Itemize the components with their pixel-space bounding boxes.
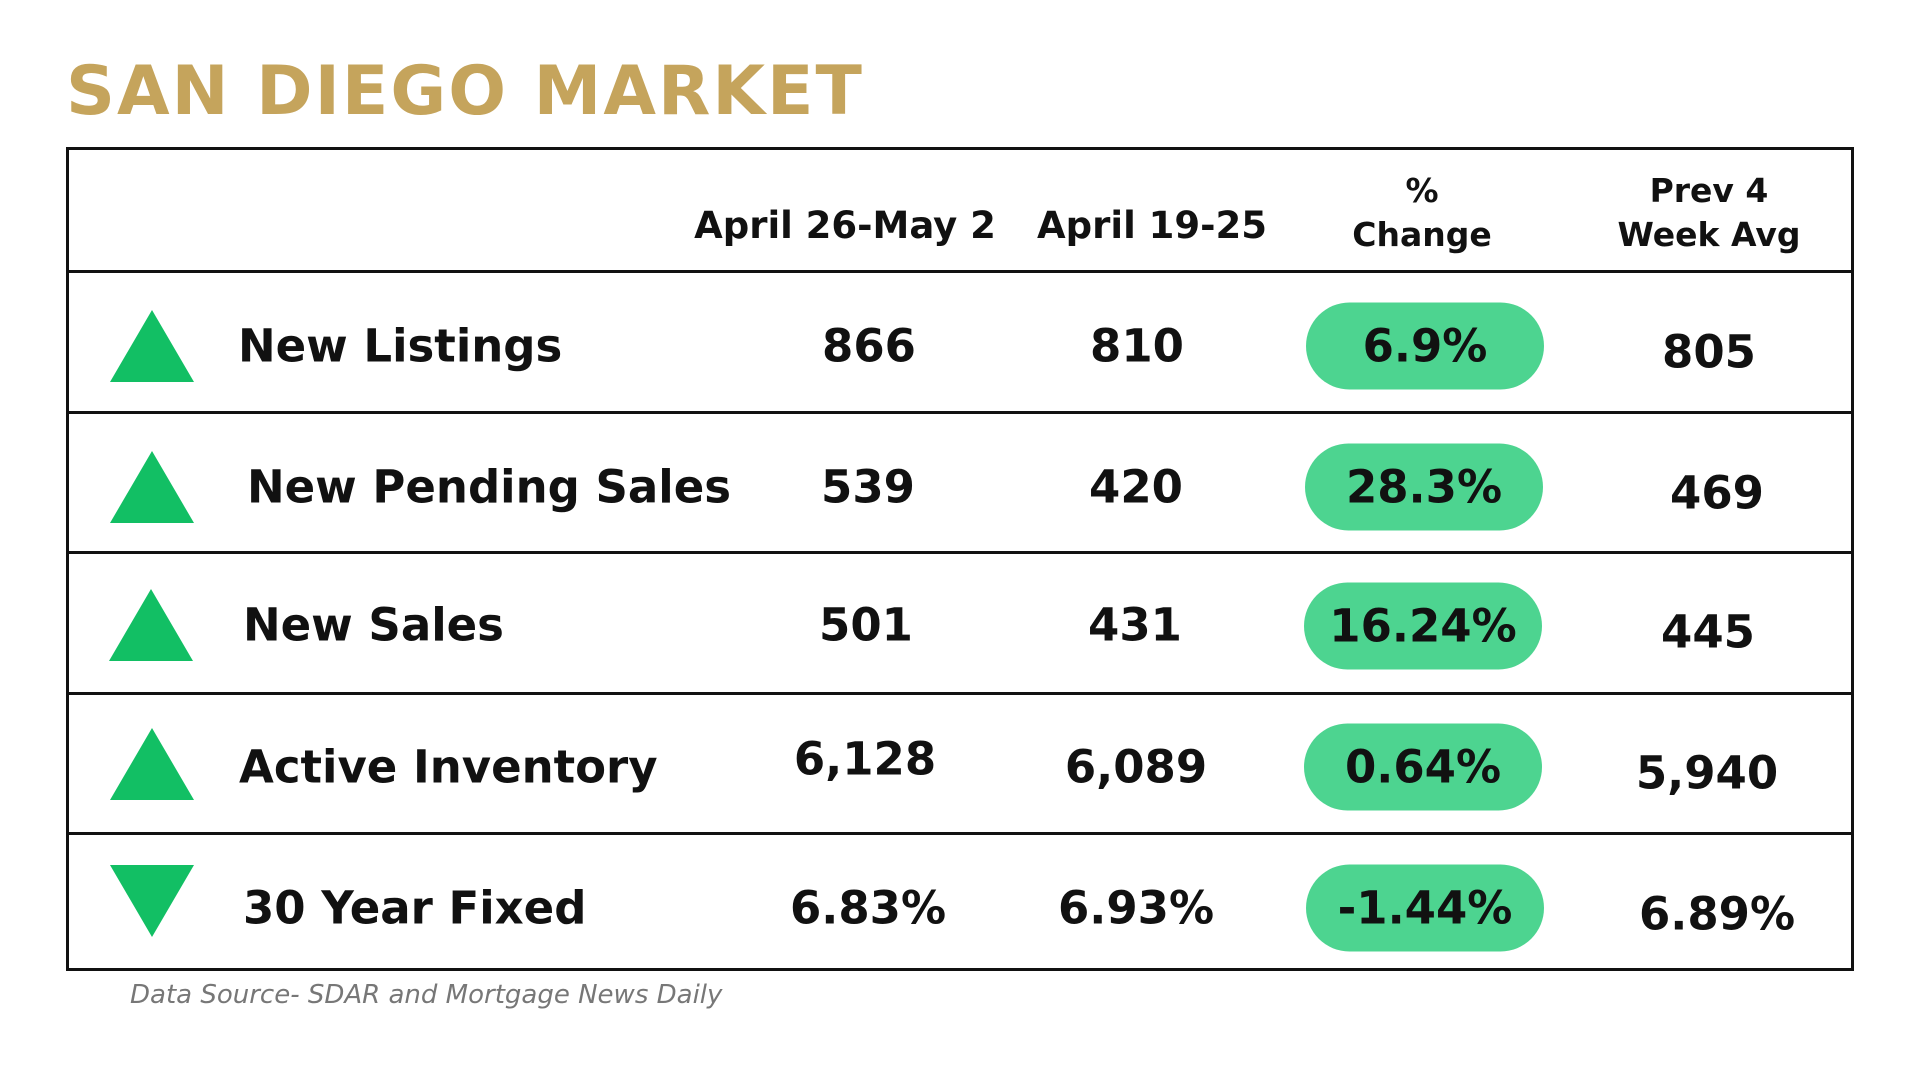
row-current: 6,128 (793, 732, 937, 786)
change-badge: 28.3% (1305, 443, 1543, 531)
row-current: 6.83% (789, 881, 947, 935)
header-change-label: Change (1352, 215, 1492, 254)
trend-up-icon (110, 728, 194, 800)
change-badge: 6.9% (1306, 302, 1544, 390)
row-avg: 445 (1661, 605, 1755, 659)
row-divider (69, 270, 1851, 273)
row-divider (69, 692, 1851, 695)
row-previous: 6,089 (1064, 740, 1208, 794)
header-percent-change: % Change (1352, 169, 1491, 257)
row-avg: 469 (1670, 466, 1764, 520)
row-avg: 5,940 (1635, 746, 1779, 800)
trend-up-icon (110, 310, 194, 382)
row-label: New Listings (238, 319, 563, 373)
row-label: New Sales (243, 598, 504, 652)
trend-down-icon (110, 865, 194, 937)
header-percent-symbol: % (1405, 171, 1439, 210)
row-divider (69, 551, 1851, 554)
row-previous: 431 (1088, 598, 1182, 652)
row-previous: 810 (1090, 319, 1184, 373)
header-prev-four-week-avg: Prev 4 Week Avg (1618, 169, 1801, 257)
change-badge: -1.44% (1306, 864, 1544, 952)
row-label: New Pending Sales (247, 460, 732, 514)
row-avg: 6.89% (1638, 887, 1796, 941)
header-avg-line2: Week Avg (1617, 215, 1801, 254)
row-divider (69, 411, 1851, 414)
change-badge: 16.24% (1304, 582, 1542, 670)
header-avg-line1: Prev 4 (1649, 171, 1769, 210)
row-current: 501 (819, 598, 913, 652)
row-avg: 805 (1662, 325, 1756, 379)
header-previous-week: April 19-25 (1037, 204, 1267, 247)
page-title: SAN DIEGO MARKET (66, 52, 864, 131)
change-badge: 0.64% (1304, 723, 1542, 811)
header-current-week: April 26-May 2 (694, 204, 996, 247)
row-label: Active Inventory (239, 740, 658, 794)
data-source-note: Data Source- SDAR and Mortgage News Dail… (130, 980, 723, 1010)
market-table: April 26-May 2 April 19-25 % Change Prev… (66, 147, 1854, 971)
row-current: 866 (822, 319, 916, 373)
row-previous: 420 (1089, 460, 1183, 514)
row-label: 30 Year Fixed (243, 881, 587, 935)
row-current: 539 (821, 460, 915, 514)
trend-up-icon (109, 589, 193, 661)
row-divider (69, 832, 1851, 835)
row-previous: 6.93% (1057, 881, 1215, 935)
trend-up-icon (110, 451, 194, 523)
